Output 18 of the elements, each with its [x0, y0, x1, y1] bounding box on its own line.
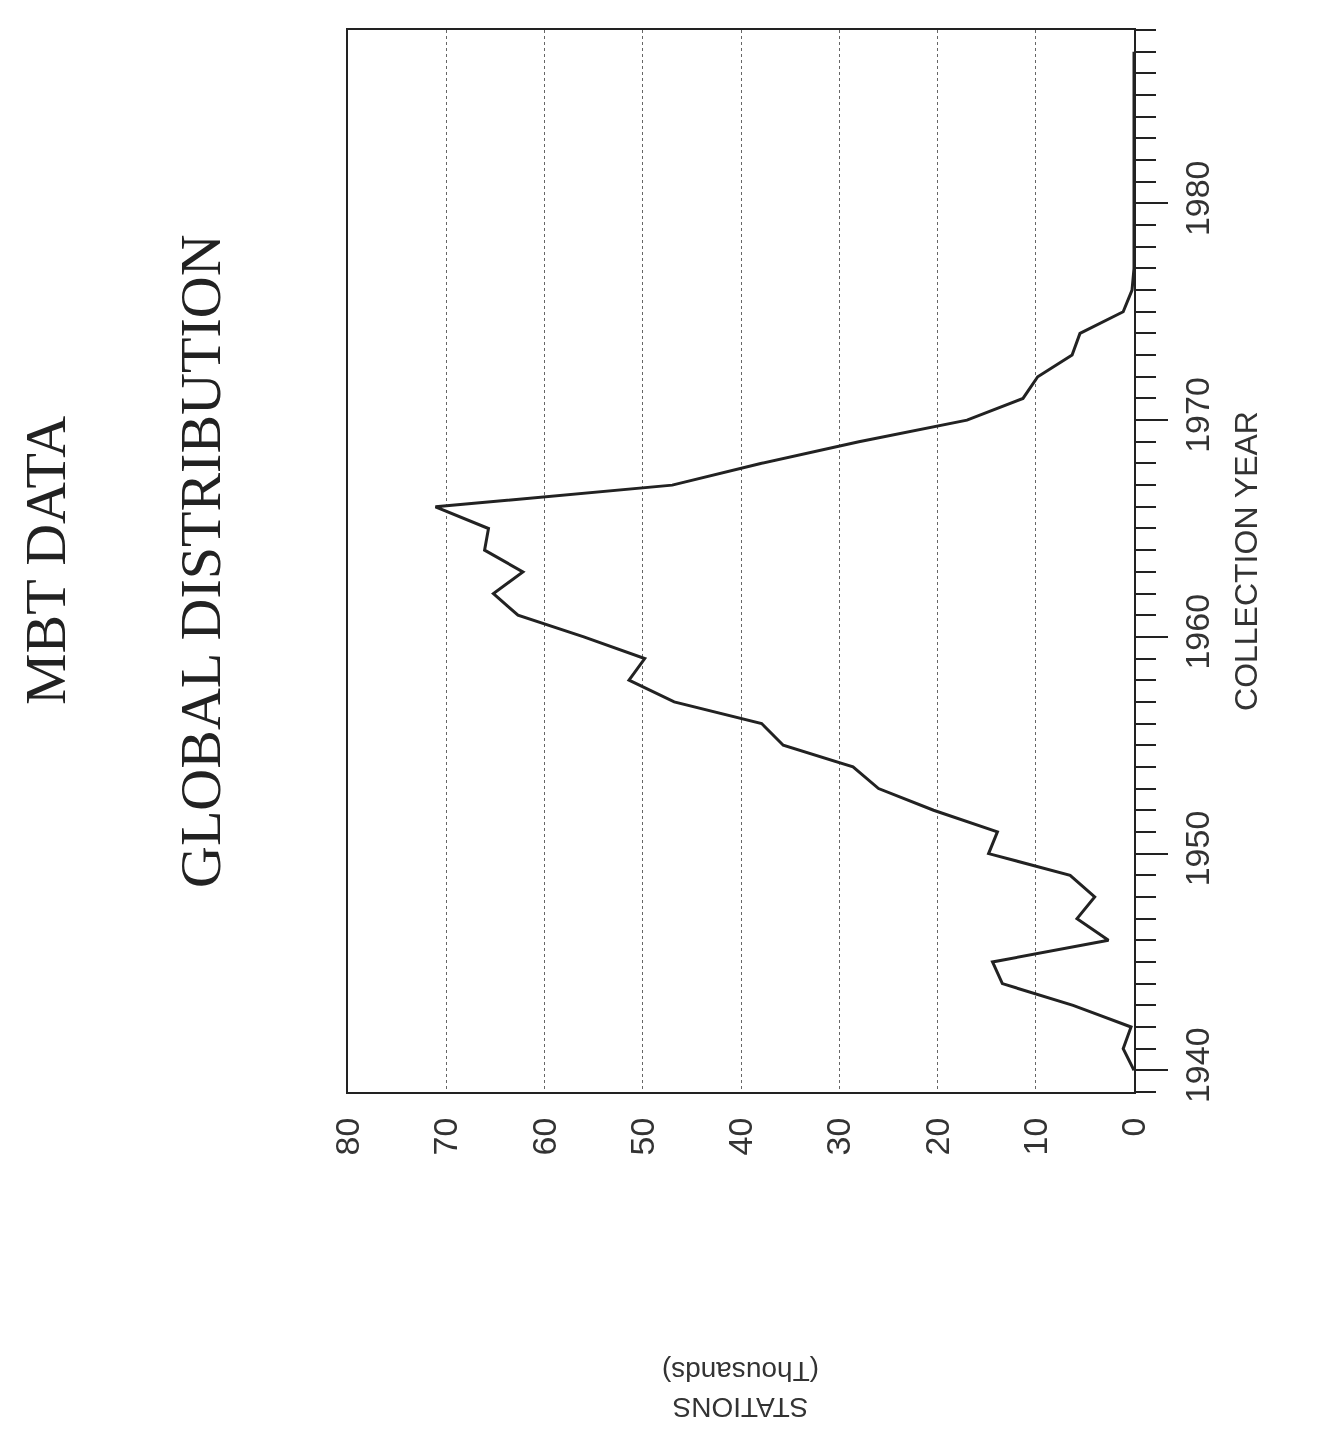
- x-tick-label: 40: [721, 1117, 760, 1156]
- y-tick-label: 1950: [1177, 810, 1216, 887]
- y-tick-label: 1940: [1177, 1027, 1216, 1104]
- x-tick-label: 30: [819, 1117, 858, 1156]
- text: STATIONS (Thousands): [661, 1355, 819, 1423]
- x-tick-label: 10: [1015, 1117, 1054, 1156]
- y-tick-label: 1970: [1177, 377, 1216, 453]
- text: GLOBAL DISTRIBUTION: [168, 234, 233, 888]
- x-tick-label: 20: [917, 1117, 956, 1156]
- y-tick-label: 1980: [1177, 160, 1216, 237]
- text: MBT DATA: [13, 415, 78, 705]
- x-tick-label: 50: [622, 1117, 661, 1156]
- x-tick-label: 80: [328, 1117, 367, 1156]
- x-tick-label: 70: [426, 1117, 465, 1156]
- x-tick-label: 0: [1114, 1117, 1153, 1137]
- y-axis-title: COLLECTION YEAR: [1228, 411, 1265, 711]
- x-tick-label: 60: [524, 1117, 563, 1156]
- y-tick-label: 1960: [1177, 593, 1216, 670]
